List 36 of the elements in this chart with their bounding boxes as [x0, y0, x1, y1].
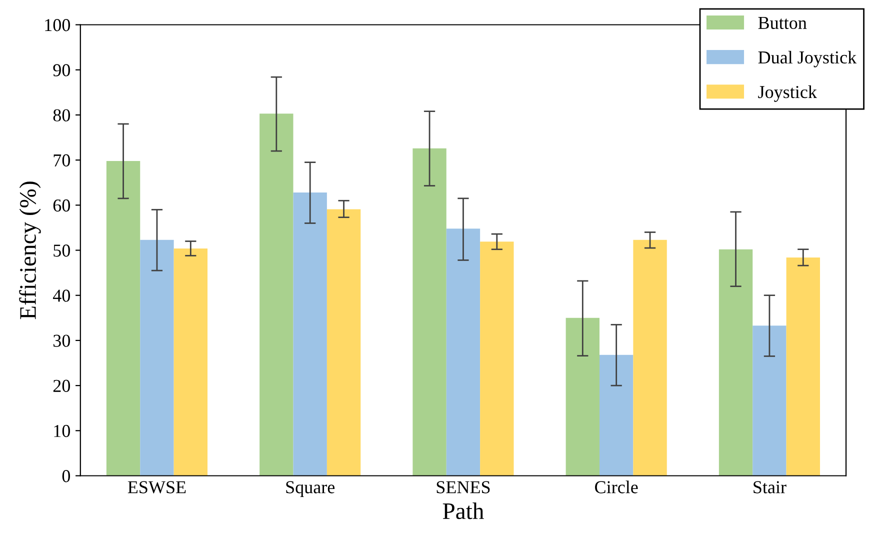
x-tick-label: ESWSE [128, 481, 186, 494]
bar [633, 240, 667, 476]
y-axis-title: Efficiency (%) [19, 182, 41, 320]
x-tick-label: Stair [754, 481, 786, 494]
y-tick-label: 0 [62, 470, 70, 482]
x-tick-label: Square [286, 481, 335, 497]
bar [446, 228, 480, 476]
x-tick-label: Circle [595, 480, 638, 494]
y-tick-label: 70 [54, 154, 70, 166]
x-tick-label: SENES [436, 481, 490, 494]
bar [786, 257, 820, 476]
bar [326, 209, 361, 476]
x-axis-title: Path [442, 502, 484, 520]
bar [600, 354, 634, 476]
y-tick-label: 50 [54, 244, 70, 257]
y-tick-label: 20 [53, 380, 70, 392]
y-tick-label: 30 [53, 334, 70, 347]
legend-label: Joystick [758, 85, 817, 102]
y-tick-label: 100 [45, 19, 70, 32]
bar [566, 318, 600, 476]
bar [480, 242, 514, 476]
bar [260, 114, 294, 476]
bar [106, 160, 140, 476]
bar [718, 249, 753, 476]
legend-label: Dual Joystick [758, 50, 857, 68]
bar [140, 240, 174, 476]
y-tick-label: 60 [53, 199, 70, 212]
y-tick-label: 80 [53, 109, 70, 122]
legend-label: Button [758, 17, 807, 30]
y-tick-label: 40 [52, 290, 70, 302]
bar [412, 148, 446, 476]
bar [752, 326, 786, 476]
bar [293, 192, 327, 476]
bar [174, 248, 208, 476]
y-tick-label: 10 [54, 424, 70, 438]
y-tick-label: 90 [53, 64, 70, 76]
